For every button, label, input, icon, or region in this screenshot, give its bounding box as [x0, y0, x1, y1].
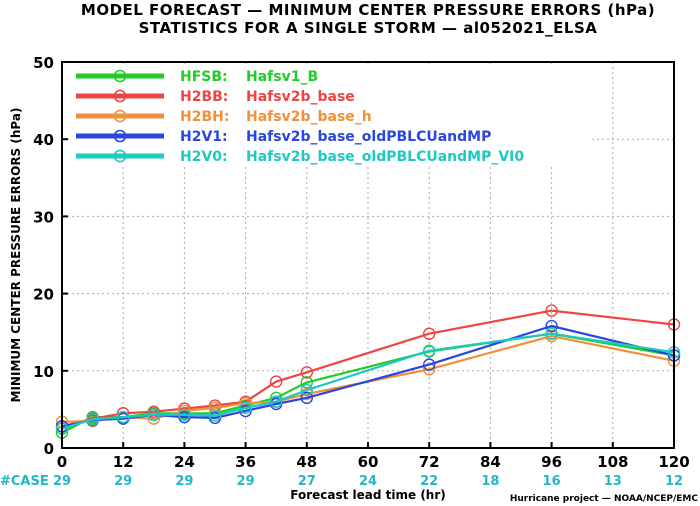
data-point [270, 375, 283, 388]
y-tick-label: 10 [33, 363, 54, 381]
y-tick-label: 30 [33, 208, 54, 226]
legend-marker [113, 109, 127, 123]
legend-item-h2bb: H2BB: Hafsv2b_base [76, 89, 355, 105]
x-tick-label: 60 [358, 453, 379, 471]
legend-code: H2BB: [180, 89, 228, 105]
legend-code: H2BH: [180, 109, 229, 125]
legend-marker [113, 129, 127, 143]
y-axis-label: MINIMUM CENTER PRESSURE ERRORS (hPa) [9, 108, 23, 403]
legend-label: Hafsv2b_base_h [246, 109, 372, 125]
data-point [147, 405, 161, 418]
data-point [208, 409, 222, 422]
data-point [116, 410, 130, 424]
x-tick-label: 72 [419, 453, 440, 471]
case-count: 24 [359, 474, 377, 489]
case-label: #CASE [0, 474, 49, 489]
case-count: 29 [114, 474, 132, 489]
legend-label: Hafsv2b_base_oldPBLCUandMP [246, 129, 491, 145]
y-tick-label: 40 [33, 131, 54, 149]
data-point [208, 401, 222, 415]
legend-code: H2V0: [180, 149, 228, 165]
legend-item-h2v1: H2V1: Hafsv2b_base_oldPBLCUandMP [76, 129, 491, 145]
legend-marker [113, 149, 127, 163]
x-axis-label: Forecast lead time (hr) [290, 488, 446, 502]
x-tick-label: 84 [480, 453, 501, 471]
case-count: 27 [298, 474, 316, 489]
legend-label: Hafsv2b_base [246, 89, 355, 105]
data-point [239, 401, 252, 415]
legend-code: HFSB: [180, 69, 228, 85]
legend-marker [113, 89, 127, 103]
y-tick-label: 20 [33, 286, 54, 304]
case-count: 12 [665, 474, 683, 489]
data-point [86, 413, 99, 426]
data-point [239, 404, 252, 418]
case-count: 13 [604, 474, 622, 489]
axis-ticks: 0 12 24 36 48 60 72 84 96 108 120 0 10 20 30 40 50 [33, 54, 690, 471]
data-point [545, 319, 558, 333]
x-tick-label: 24 [174, 453, 195, 471]
credit-text: Hurricane project — NOAA/NCEP/EMC [510, 494, 699, 504]
data-point [147, 408, 161, 422]
chart-subtitle: STATISTICS FOR A SINGLE STORM — al052021… [139, 19, 598, 37]
data-point [300, 387, 313, 401]
data-point [300, 391, 313, 405]
legend-item-h2v0: H2V0: Hafsv2b_base_oldPBLCUandMP_VI0 [76, 149, 524, 165]
y-tick-label: 0 [44, 440, 54, 458]
data-point [300, 366, 313, 379]
legend: HFSB: Hafsv1_B H2BB: Hafsv2b_base H2BH: Hafsv… [69, 66, 589, 166]
data-point [423, 344, 436, 357]
case-count: 22 [420, 474, 438, 489]
legend-code: H2V1: [180, 129, 228, 145]
y-tick-label: 50 [33, 54, 54, 72]
case-count: 18 [481, 474, 499, 489]
data-point [300, 383, 313, 397]
case-count: 29 [237, 474, 255, 489]
x-tick-label: 120 [658, 453, 689, 471]
data-point [147, 412, 161, 425]
x-tick-label: 48 [296, 453, 317, 471]
case-count: 29 [175, 474, 193, 489]
legend-item-h2bh: H2BH: Hafsv2b_base_h [76, 109, 372, 125]
x-tick-label: 96 [541, 453, 562, 471]
x-tick-label: 108 [597, 453, 628, 471]
x-tick-label: 0 [57, 453, 67, 471]
x-tick-label: 12 [113, 453, 134, 471]
case-count-row: #CASE 29 29 29 29 27 24 22 18 16 13 12 [0, 474, 683, 489]
data-point [178, 408, 191, 422]
data-point [545, 327, 558, 340]
data-point [423, 358, 436, 371]
chart-title: MODEL FORECAST — MINIMUM CENTER PRESSURE… [81, 1, 655, 19]
x-tick-label: 36 [235, 453, 256, 471]
legend-marker [113, 69, 127, 83]
data-point [270, 395, 283, 408]
legend-label: Hafsv2b_base_oldPBLCUandMP_VI0 [246, 149, 524, 165]
case-count: 16 [543, 474, 561, 489]
case-count: 29 [53, 474, 71, 489]
data-point [423, 327, 436, 340]
data-point [545, 304, 558, 317]
legend-item-hfsb: HFSB: Hafsv1_B [76, 69, 318, 85]
legend-label: Hafsv1_B [246, 69, 318, 85]
